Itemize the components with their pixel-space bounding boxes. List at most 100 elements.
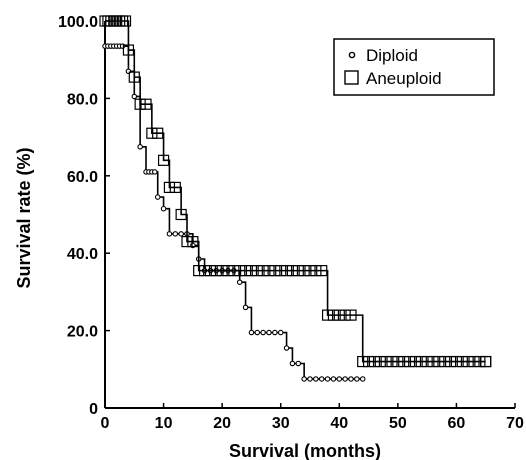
x-tick-label: 50 [389,415,407,432]
aneuploid-marker [175,208,187,221]
y-tick-label: 20.0 [67,324,98,341]
diploid-marker [178,231,184,237]
aneuploid-marker [362,355,375,368]
aneuploid-marker [298,265,310,277]
diploid-marker [354,376,360,382]
aneuploid-marker [193,265,205,277]
legend-box [333,38,495,96]
diploid-marker [236,279,243,285]
axes: 0 10 20 30 40 50 60 70 0 20.0 40.0 60.0 80.0 100.0 [58,14,524,432]
diploid-marker [254,329,261,336]
aneuploid-marker [462,355,474,368]
diploid-marker [260,329,266,336]
aneuploid-marker [198,265,211,277]
aneuploid-marker [251,265,263,277]
aneuploid-marker [357,355,369,368]
aneuploid-marker [468,355,480,368]
diploid-marker [359,376,366,382]
x-tick-label: 40 [330,415,348,432]
diploid-marker [154,194,161,200]
aneuploid-marker [474,355,486,368]
diploid-marker [307,376,313,382]
y-tick-label: 80.0 [67,91,98,108]
aneuploid-marker [245,265,258,277]
aneuploid-marker [327,309,340,321]
aneuploid-marker [187,235,199,248]
aneuploid-marker [403,355,416,368]
aneuploid-marker [480,355,492,368]
aneuploid-marker [345,309,357,321]
diploid-marker [295,360,302,367]
diploid-survival-curve [105,45,363,380]
diploid-marker [242,304,249,311]
y-axis-label: Survival rate (%) [14,147,34,288]
aneuploid-marker [286,265,299,277]
legend-label-diploid: Diploid [366,46,418,65]
diploid-marker [152,169,158,175]
aneuploid-marker [280,265,293,277]
aneuploid-marker [210,265,222,277]
aneuploid-marker [368,355,381,368]
y-tick-label: 60.0 [67,169,98,186]
aneuploid-marker [333,309,345,321]
aneuploid-marker [122,44,135,56]
legend-diploid-marker [348,51,356,59]
aneuploid-marker [134,98,146,110]
x-ticks: 0 10 20 30 40 50 60 70 [101,403,524,432]
x-tick-label: 70 [506,415,524,432]
diploid-marker [137,144,143,150]
aneuploid-marker [292,265,304,277]
diploid-marker [301,376,307,382]
diploid-marker [336,376,343,382]
aneuploid-marker [152,127,164,139]
aneuploid-marker [204,265,217,277]
diploid-marker [289,360,296,367]
aneuploid-marker [216,265,228,277]
aneuploid-marker [450,355,463,368]
series-diploid [102,43,366,382]
aneuploid-marker [421,355,433,368]
aneuploid-marker [439,355,451,368]
x-tick-label: 20 [213,415,231,432]
aneuploid-marker [386,355,398,368]
aneuploid-marker [433,355,445,368]
diploid-marker [160,205,167,212]
diploid-marker [342,376,348,382]
aneuploid-marker [128,71,140,83]
aneuploid-marker [310,265,322,277]
diploid-marker [330,376,337,382]
y-tick-label: 40.0 [67,246,98,263]
diploid-marker [125,68,132,75]
aneuploid-marker [304,265,316,277]
aneuploid-marker [119,15,132,27]
y-ticks: 0 20.0 40.0 60.0 80.0 100.0 [58,14,110,418]
x-tick-label: 60 [448,415,466,432]
aneuploid-marker [321,309,334,321]
aneuploid-marker [444,355,457,368]
aneuploid-marker [228,265,240,277]
legend: Diploid Aneuploid [333,38,495,96]
diploid-marker [266,329,272,336]
aneuploid-marker [456,355,468,368]
aneuploid-marker [157,154,170,166]
aneuploid-marker [140,98,152,110]
aneuploid-marker [398,355,410,368]
series-aneuploid [99,15,492,368]
aneuploid-marker [269,265,281,277]
y-tick-label: 0 [89,401,98,418]
x-tick-label: 10 [155,415,173,432]
aneuploid-marker [392,355,404,368]
aneuploid-marker [181,235,193,248]
aneuploid-marker [380,355,392,368]
aneuploid-marker [339,309,351,321]
series-layer [99,15,492,382]
diploid-marker [172,231,179,237]
aneuploid-marker [427,355,439,368]
diploid-marker [348,376,354,382]
diploid-marker [283,345,290,351]
aneuploid-marker [316,265,328,277]
aneuploid-marker [275,265,287,277]
aneuploid-marker [409,355,422,368]
aneuploid-marker [239,265,252,277]
aneuploid-marker [169,181,181,194]
